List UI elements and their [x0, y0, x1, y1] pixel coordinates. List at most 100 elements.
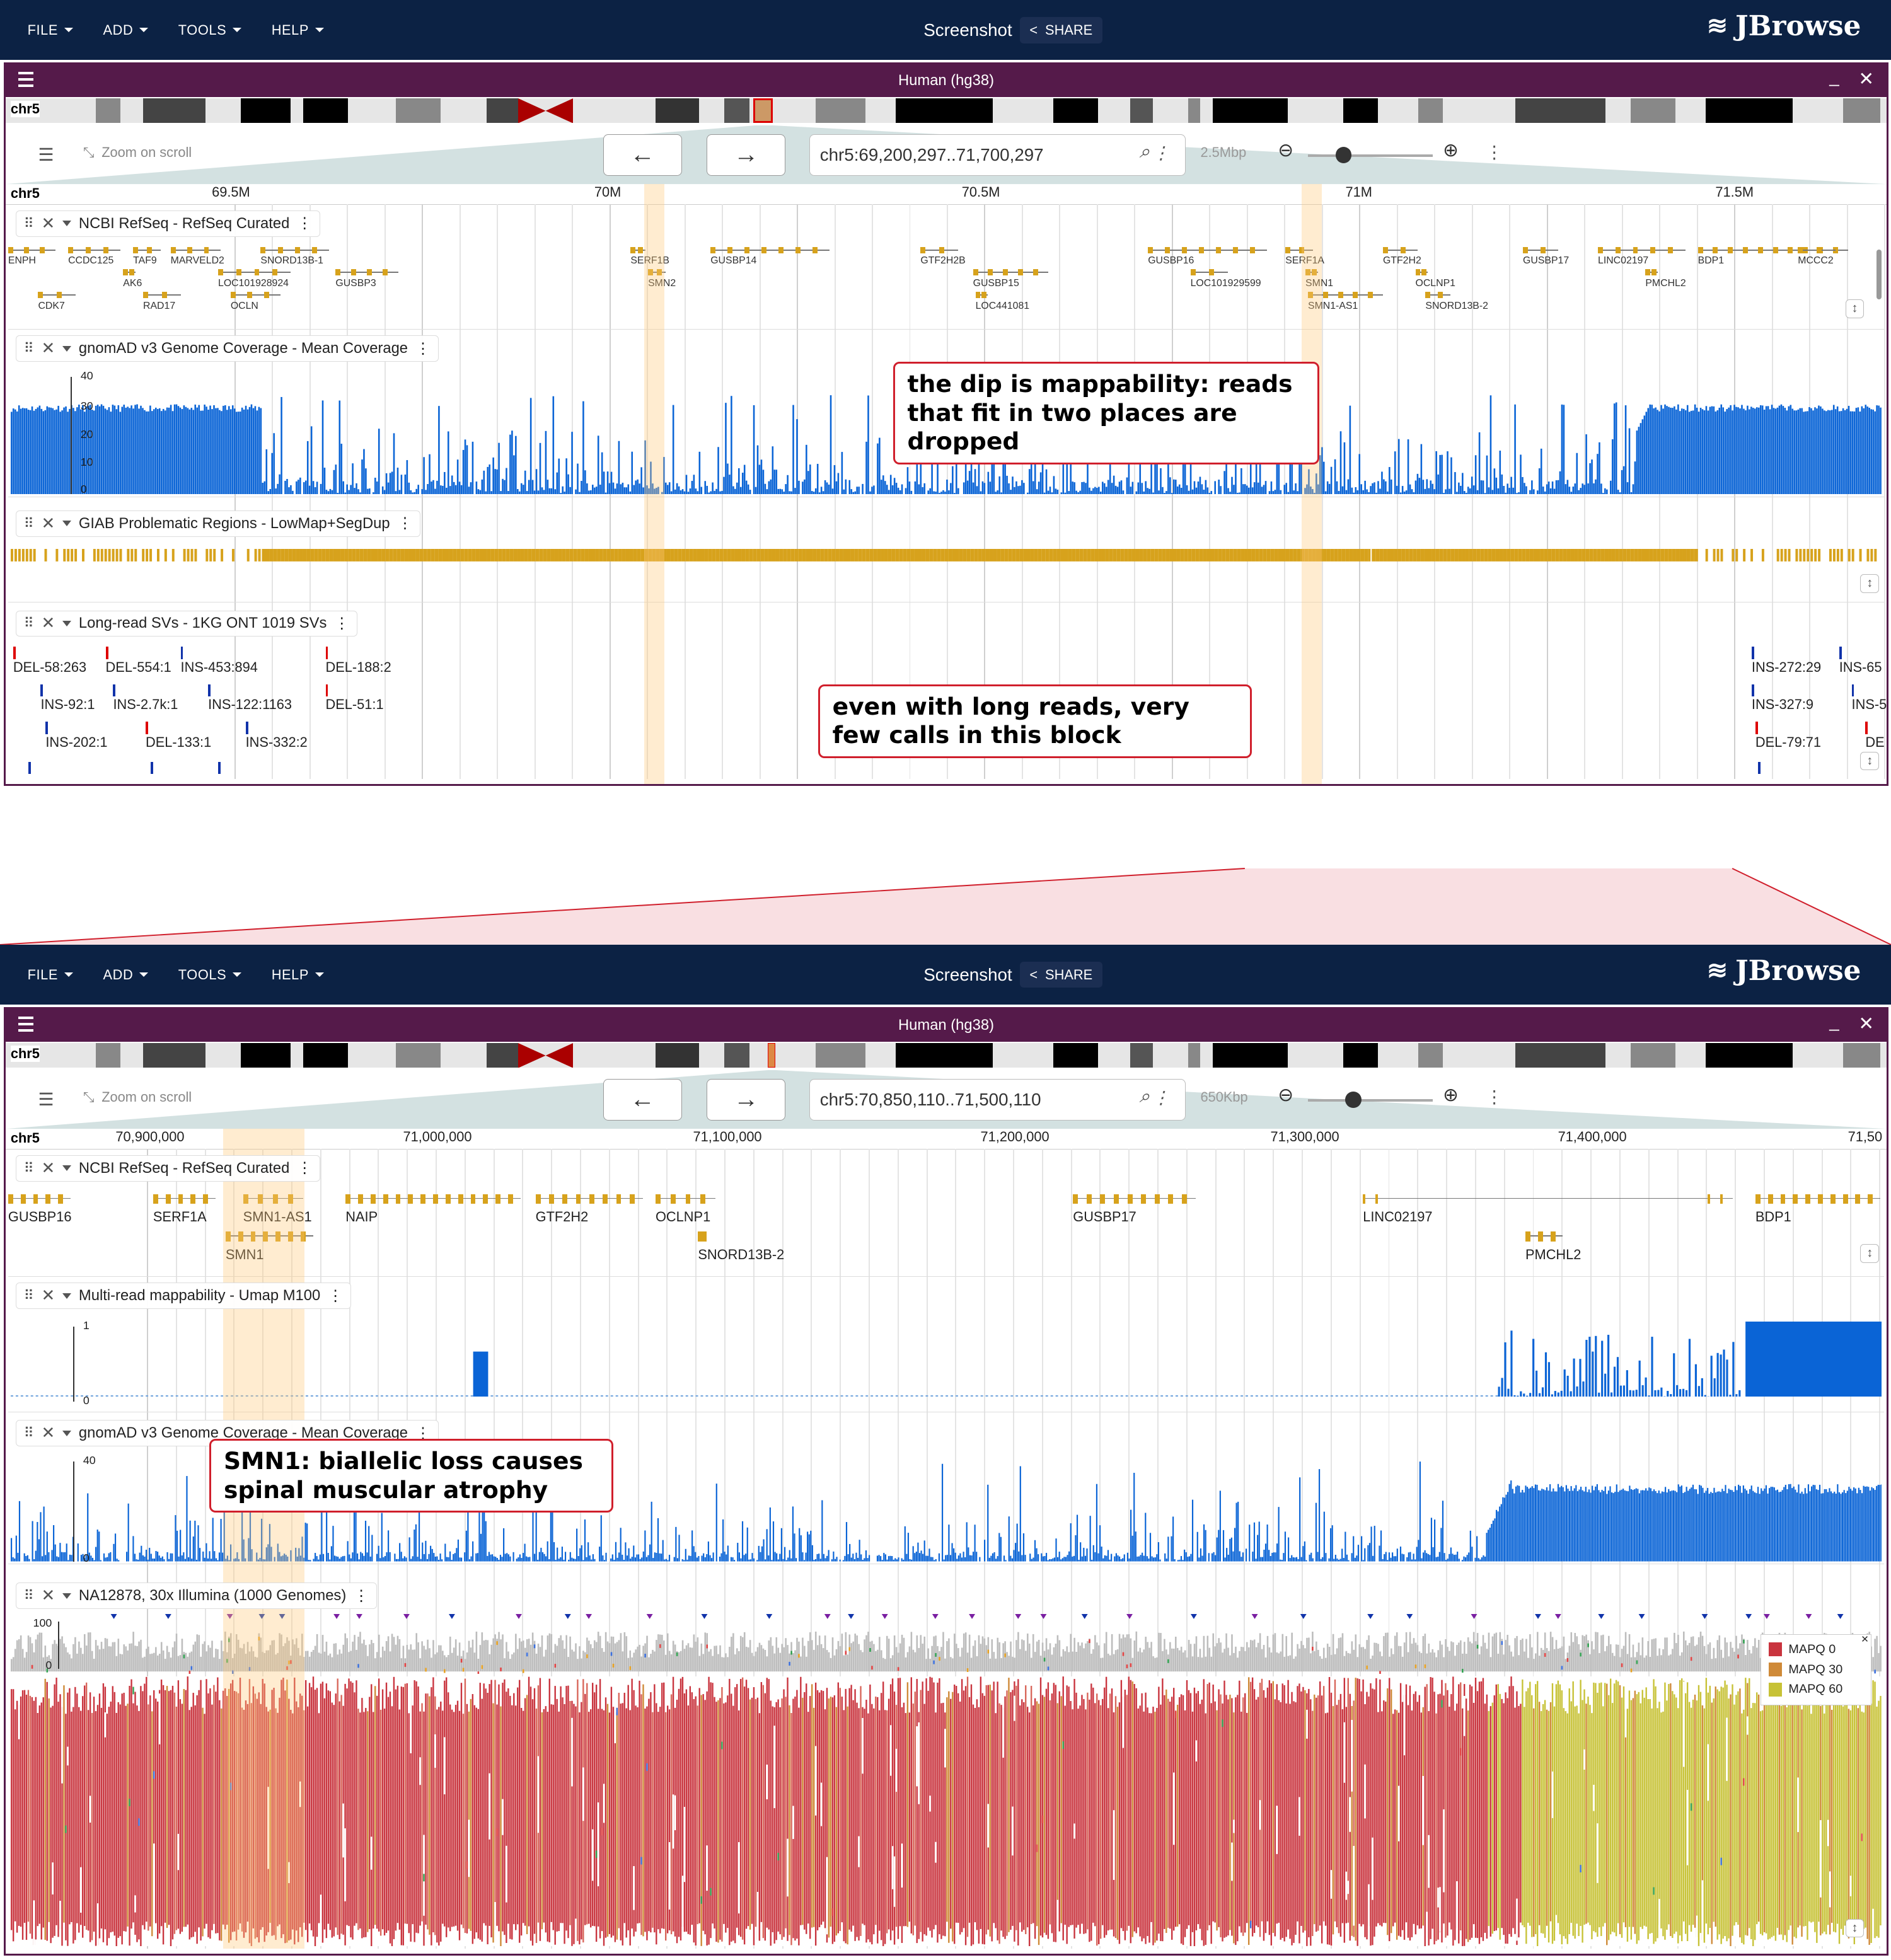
exon[interactable]	[129, 269, 135, 276]
exon[interactable]	[1668, 246, 1673, 253]
exon[interactable]	[445, 1194, 451, 1204]
gene-label[interactable]: SMN2	[648, 278, 676, 289]
sv-label[interactable]: INS-92:1	[40, 696, 95, 713]
exon[interactable]	[1368, 291, 1373, 298]
track-menu-icon[interactable]	[62, 221, 72, 226]
exon[interactable]	[273, 1194, 279, 1204]
close-track-icon[interactable]: ✕	[41, 1587, 55, 1605]
exon[interactable]	[1415, 269, 1421, 276]
track-label[interactable]: ⠿ ✕ NCBI RefSeq - RefSeq Curated ⋮	[15, 210, 320, 237]
sv-label[interactable]: INS-122:1163	[208, 696, 292, 713]
track-resize-icon[interactable]: ↕	[1860, 574, 1880, 593]
exon[interactable]	[655, 1194, 661, 1204]
exon[interactable]	[395, 1194, 401, 1204]
gene-label[interactable]: LINC02197	[1363, 1209, 1433, 1225]
exon[interactable]	[939, 246, 944, 253]
gene-line[interactable]	[1755, 1197, 1881, 1199]
exon[interactable]	[761, 246, 766, 253]
gene-label[interactable]: SERF1A	[1285, 255, 1324, 267]
legend-close-icon[interactable]: ×	[1861, 1632, 1869, 1646]
exon[interactable]	[1232, 246, 1238, 253]
exon[interactable]	[433, 1194, 438, 1204]
gene-line[interactable]	[973, 272, 1048, 274]
exon[interactable]	[1017, 269, 1023, 276]
gene-label[interactable]: GTF2H2B	[920, 255, 966, 267]
exon[interactable]	[1755, 1194, 1761, 1204]
exon[interactable]	[981, 291, 987, 298]
exon[interactable]	[1353, 291, 1358, 298]
close-track-icon[interactable]: ✕	[41, 514, 55, 533]
more-vert-icon[interactable]: ⋮	[1152, 143, 1170, 163]
close-view-icon[interactable]: ✕	[1858, 1013, 1875, 1035]
exon[interactable]	[1425, 291, 1431, 298]
exon[interactable]	[778, 246, 784, 253]
gene-line[interactable]	[1073, 1197, 1196, 1199]
sv-marker[interactable]	[1839, 647, 1842, 659]
gene-label[interactable]: NAIP	[345, 1209, 378, 1225]
exon[interactable]	[294, 246, 300, 253]
exon[interactable]	[1757, 246, 1763, 253]
exon[interactable]	[203, 1194, 209, 1204]
exon[interactable]	[1697, 246, 1703, 253]
exon[interactable]	[1400, 246, 1406, 253]
exon[interactable]	[603, 1194, 608, 1204]
exon[interactable]	[190, 1194, 196, 1204]
gene-line[interactable]	[1363, 1197, 1733, 1199]
exon[interactable]	[153, 1194, 158, 1204]
gene-label[interactable]: GTF2H2	[535, 1209, 589, 1225]
close-track-icon[interactable]: ✕	[41, 214, 55, 233]
gene-line[interactable]	[1525, 1235, 1563, 1237]
zoom-in-icon[interactable]: ⊕	[1443, 140, 1459, 161]
exon[interactable]	[170, 246, 176, 253]
exon[interactable]	[1322, 291, 1328, 298]
exon[interactable]	[20, 1194, 26, 1204]
sv-marker[interactable]	[180, 647, 183, 659]
exon[interactable]	[277, 246, 283, 253]
gene-line[interactable]	[170, 249, 221, 251]
exon[interactable]	[648, 269, 653, 276]
gene-label[interactable]: LINC02197	[1598, 255, 1649, 267]
track-resize-icon[interactable]: ↕	[1845, 299, 1865, 318]
sv-marker[interactable]	[145, 722, 148, 734]
exon[interactable]	[275, 1231, 281, 1242]
exon[interactable]	[1598, 246, 1603, 253]
exon[interactable]	[103, 246, 108, 253]
exon[interactable]	[656, 269, 662, 276]
gene-line[interactable]	[1415, 272, 1428, 274]
gene-line[interactable]	[1798, 249, 1836, 251]
gene-line[interactable]	[1697, 249, 1848, 251]
close-track-icon[interactable]: ✕	[41, 1287, 55, 1305]
exon[interactable]	[495, 1194, 501, 1204]
gene-label[interactable]: CCDC125	[68, 255, 114, 267]
gene-line[interactable]	[630, 249, 646, 251]
sv-marker[interactable]	[105, 647, 108, 659]
gene-label[interactable]: OCLNP1	[1415, 278, 1455, 289]
exon[interactable]	[1154, 1194, 1160, 1204]
sv-label[interactable]: DEL-188:2	[325, 659, 391, 675]
gene-label[interactable]: RAD17	[143, 300, 176, 311]
exon[interactable]	[85, 246, 91, 253]
exon[interactable]	[345, 1194, 351, 1204]
exon[interactable]	[702, 1231, 707, 1242]
exon[interactable]	[698, 1231, 703, 1242]
exon[interactable]	[920, 246, 926, 253]
exon[interactable]	[1338, 291, 1343, 298]
exon[interactable]	[1868, 1194, 1873, 1204]
exon[interactable]	[254, 269, 260, 276]
scroll-left-button[interactable]: ←	[603, 1079, 682, 1121]
drag-handle-icon[interactable]: ⠿	[23, 1288, 34, 1304]
exon[interactable]	[1285, 246, 1291, 253]
exon[interactable]	[33, 1194, 38, 1204]
gene-line[interactable]	[1645, 272, 1658, 274]
exon[interactable]	[146, 246, 152, 253]
zoom-in-icon[interactable]: ⊕	[1443, 1085, 1459, 1106]
gene-line[interactable]	[710, 249, 830, 251]
track-label[interactable]: ⠿ ✕ gnomAD v3 Genome Coverage - Mean Cover…	[15, 335, 439, 362]
sv-marker[interactable]	[245, 722, 248, 734]
exon[interactable]	[1817, 1194, 1823, 1204]
sv-marker[interactable]	[208, 684, 211, 697]
gene-label[interactable]: PMCHL2	[1645, 278, 1686, 289]
gene-line[interactable]	[260, 249, 330, 251]
exon[interactable]	[1842, 1194, 1848, 1204]
exon[interactable]	[629, 1194, 635, 1204]
